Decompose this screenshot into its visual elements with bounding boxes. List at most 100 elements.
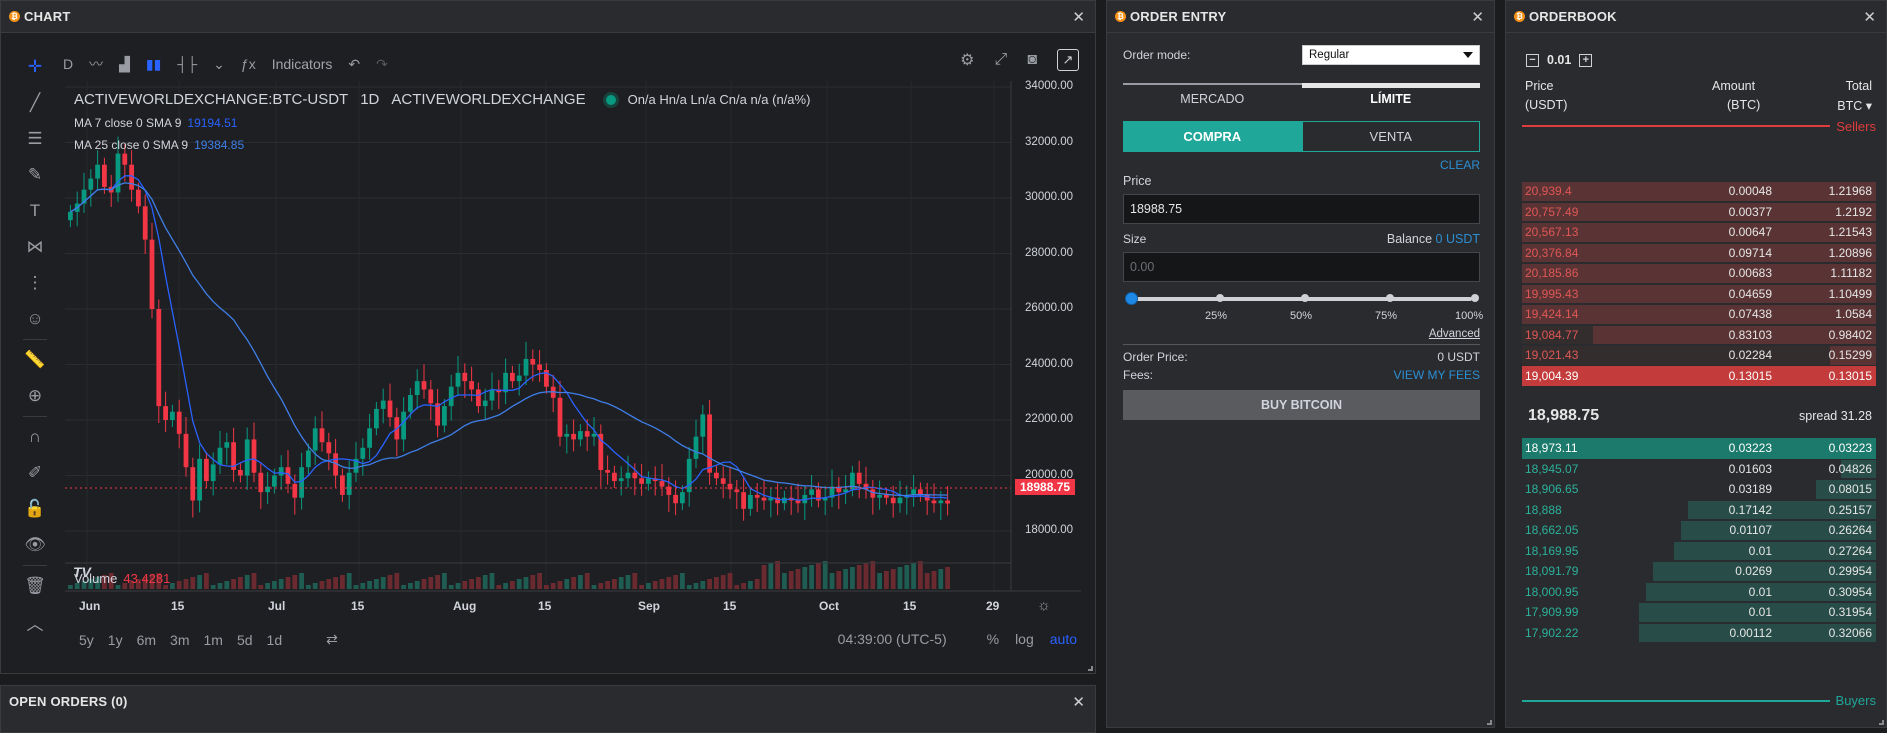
area-chart-icon[interactable]: ▟ [119, 55, 130, 72]
bid-row[interactable]: 18,888 0.17142 0.25157 [1522, 500, 1876, 521]
bid-row[interactable]: 18,662.05 0.01107 0.26264 [1522, 520, 1876, 541]
auto-scale-toggle[interactable]: auto [1049, 631, 1077, 647]
buy-bitcoin-button[interactable]: BUY BITCOIN [1123, 390, 1480, 420]
bars-chart-icon[interactable]: ┤├ [177, 56, 198, 72]
bid-row[interactable]: 17,909.99 0.01 0.31954 [1522, 602, 1876, 623]
brush-icon[interactable]: ✎ [27, 165, 43, 184]
trash-icon[interactable]: 🗑 [24, 576, 46, 595]
fx-icon[interactable]: ƒx [240, 56, 256, 72]
bid-row[interactable]: 18,000.95 0.01 0.30954 [1522, 582, 1876, 603]
legend-ma25[interactable]: MA 25 close 0 SMA 9 19384.85 [74, 138, 810, 152]
resize-handle[interactable] [1487, 720, 1492, 725]
range-5d[interactable]: 5d [236, 631, 253, 648]
range-5y[interactable]: 5y [79, 631, 94, 648]
chevron-down-icon[interactable]: ⌄ [213, 55, 225, 72]
lock-drawings-icon[interactable]: ✐ [27, 463, 43, 482]
redo-icon[interactable]: ↷ [376, 55, 388, 72]
slider-stop[interactable] [1216, 294, 1224, 302]
close-icon[interactable]: ✕ [1863, 9, 1876, 26]
bid-row[interactable]: 18,973.11 0.03223 0.03223 [1522, 438, 1876, 459]
slider-knob[interactable] [1125, 292, 1138, 305]
balance-value[interactable]: 0 USDT [1435, 232, 1480, 246]
measure-lines-icon[interactable]: ⋮ [26, 273, 44, 292]
crosshair-icon[interactable]: ✛ [27, 57, 43, 76]
size-slider[interactable] [1123, 288, 1480, 310]
zoom-in-icon[interactable]: ⊕ [27, 386, 43, 405]
popout-icon[interactable]: ↗ [1057, 49, 1079, 71]
range-6m[interactable]: 6m [136, 631, 157, 648]
range-3m[interactable]: 3m [170, 631, 190, 648]
ask-row[interactable]: 20,376.84 0.09714 1.20896 [1522, 243, 1876, 264]
indicators-button[interactable]: Indicators [271, 56, 333, 72]
slider-stop[interactable] [1386, 294, 1394, 302]
bid-row[interactable]: 17,902.22 0.00112 0.32066 [1522, 623, 1876, 644]
bid-row[interactable]: 18,945.07 0.01603 0.04826 [1522, 459, 1876, 480]
fullscreen-icon[interactable]: ⤢ [994, 51, 1008, 68]
percent-scale-toggle[interactable]: % [986, 631, 1000, 647]
camera-icon[interactable]: ◙ [1027, 51, 1037, 68]
volume-bar [673, 575, 678, 589]
slider-stop[interactable] [1471, 294, 1479, 302]
settings-sun-icon[interactable]: ☼ [1037, 597, 1051, 614]
interval-selector[interactable]: D [63, 56, 74, 72]
clear-link[interactable]: CLEAR [1439, 158, 1480, 172]
candle-body [224, 442, 230, 448]
bid-row[interactable]: 18,169.95 0.01 0.27264 [1522, 541, 1876, 562]
horizontal-lines-icon[interactable]: ☰ [27, 129, 43, 148]
gear-icon[interactable]: ⚙ [960, 52, 975, 69]
sell-side-button[interactable]: VENTA [1301, 121, 1480, 152]
lock-icon[interactable]: 🔓 [24, 499, 46, 518]
size-input[interactable]: 0.00 [1123, 252, 1480, 282]
legend-ma7[interactable]: MA 7 close 0 SMA 9 19194.51 [74, 116, 810, 130]
undo-icon[interactable]: ↶ [348, 55, 361, 72]
date-range-icon[interactable]: ⇄ [326, 631, 338, 647]
time-utc[interactable]: 04:39:00 (UTC-5) [837, 631, 947, 647]
view-fees-link[interactable]: VIEW MY FEES [1393, 368, 1480, 382]
range-1d[interactable]: 1d [266, 631, 283, 648]
advanced-link[interactable]: Advanced [1428, 328, 1480, 340]
log-scale-toggle[interactable]: log [1015, 631, 1034, 647]
ask-row[interactable]: 19,004.39 0.13015 0.13015 [1522, 365, 1876, 386]
close-icon[interactable]: ✕ [1072, 694, 1085, 711]
smiley-icon[interactable]: ☺ [26, 309, 44, 328]
candle-body [108, 186, 114, 193]
ask-row[interactable]: 20,567.13 0.00647 1.21543 [1522, 222, 1876, 243]
bid-row[interactable]: 18,091.79 0.0269 0.29954 [1522, 561, 1876, 582]
resize-handle[interactable] [1088, 666, 1093, 671]
slider-stop[interactable] [1301, 294, 1309, 302]
close-icon[interactable]: ✕ [1072, 9, 1085, 26]
range-1y[interactable]: 1y [107, 631, 123, 648]
ask-row[interactable]: 20,185.86 0.00683 1.11182 [1522, 263, 1876, 284]
magnet-icon[interactable]: ∩ [28, 427, 42, 446]
ask-row[interactable]: 19,021.43 0.02284 0.15299 [1522, 345, 1876, 366]
plus-icon[interactable]: + [1579, 53, 1593, 67]
range-1m[interactable]: 1m [203, 631, 223, 648]
minus-icon[interactable]: − [1526, 53, 1539, 67]
tab-market[interactable]: MERCADO [1123, 83, 1302, 111]
order-entry-header: ₿ ORDER ENTRY ✕ [1107, 1, 1494, 33]
ruler-icon[interactable]: 📏 [24, 350, 46, 369]
eye-icon[interactable]: 👁 [24, 535, 46, 554]
order-mode-select[interactable]: Regular [1302, 45, 1480, 65]
price-input[interactable]: 18988.75 [1123, 194, 1480, 224]
ask-row[interactable]: 20,757.49 0.00377 1.2192 [1522, 202, 1876, 223]
candles-chart-icon[interactable]: ▮▮ [145, 55, 162, 72]
ask-row[interactable]: 19,424.14 0.07438 1.0584 [1522, 304, 1876, 325]
candle-body [727, 483, 733, 490]
trendline-icon[interactable]: ╱ [29, 93, 41, 112]
close-icon[interactable]: ✕ [1471, 9, 1484, 26]
col-total-unit-select[interactable]: BTC ▾ [1837, 99, 1872, 113]
ask-row[interactable]: 19,084.77 0.83103 0.98402 [1522, 325, 1876, 346]
candle-body [584, 431, 590, 437]
bid-row[interactable]: 18,906.65 0.03189 0.08015 [1522, 479, 1876, 500]
line-chart-icon[interactable]: 〰 [89, 56, 104, 72]
candle-body [503, 372, 508, 393]
ask-row[interactable]: 19,995.43 0.04659 1.10499 [1522, 284, 1876, 305]
resize-handle[interactable] [1879, 720, 1884, 725]
buy-side-button[interactable]: COMPRA [1123, 121, 1302, 152]
text-tool-icon[interactable]: T [29, 201, 41, 220]
pattern-icon[interactable]: ⋈ [26, 237, 44, 256]
ask-row[interactable]: 20,939.4 0.00048 1.21968 [1522, 181, 1876, 202]
tab-limit[interactable]: LÍMITE [1301, 83, 1480, 111]
collapse-icon[interactable]: ︿ [26, 614, 44, 634]
